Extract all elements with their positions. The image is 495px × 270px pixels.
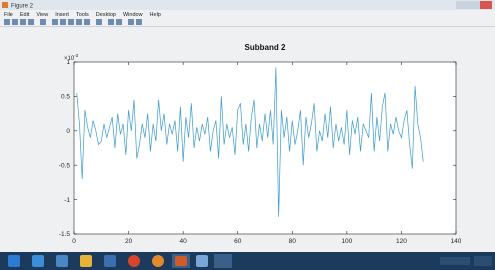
menu-item[interactable]: Desktop [96,12,116,18]
tool-button[interactable] [52,19,58,25]
taskbar-icon[interactable] [104,255,116,267]
taskbar-icon[interactable] [80,255,92,267]
tool-button[interactable] [108,19,114,25]
y-tick-label: 0 [66,128,70,135]
app-icon [2,2,8,8]
menu-bar: File Edit View Insert Tools Desktop Window Help [4,12,161,18]
chart-title: Subband 2 [245,43,286,52]
tool-button[interactable] [12,19,18,25]
tool-button[interactable] [4,19,10,25]
page: {"window": {"title": "Figure 2", "menu":… [0,0,495,270]
taskbar-icon-active[interactable] [214,254,232,268]
x-tick-label: 100 [341,238,352,245]
axes [74,62,456,234]
y-exponent-power: -3 [74,53,78,58]
x-tick-label: 40 [180,238,188,245]
menu-item[interactable]: File [4,12,13,18]
menu-item[interactable]: Help [150,12,161,18]
toolbar-separator [0,26,495,27]
x-tick-label: 0 [72,238,76,245]
screen: Figure 2 File Edit View Insert Tools Desktop W… [0,0,495,270]
clock [474,256,492,266]
menu-item[interactable]: Edit [20,12,30,18]
y-tick-label: -1 [64,197,70,204]
taskbar-icon[interactable] [128,255,140,267]
x-tick-label: 140 [451,238,462,245]
menu-item[interactable]: Window [123,12,143,18]
y-tick-label: -0.5 [59,162,71,169]
tool-button[interactable] [68,19,74,25]
tool-button[interactable] [136,19,142,25]
tool-button[interactable] [60,19,66,25]
tool-button[interactable] [20,19,26,25]
window-title: Figure 2 [11,4,34,10]
y-tick-label: 0.5 [61,94,70,101]
menu-item[interactable]: Insert [55,12,69,18]
x-tick-label: 120 [396,238,407,245]
x-tick-label: 80 [289,238,297,245]
tool-button[interactable] [84,19,90,25]
tool-button[interactable] [76,19,82,25]
x-tick-label: 20 [125,238,133,245]
tool-button[interactable] [116,19,122,25]
y-tick-label: 1 [66,59,70,66]
tool-button[interactable] [128,19,134,25]
tool-button[interactable] [96,19,102,25]
taskbar-icon[interactable] [32,255,44,267]
start-button[interactable] [8,255,20,267]
close-button[interactable] [480,1,492,9]
x-tick-label: 60 [234,238,242,245]
y-tick-label: -1.5 [59,231,71,238]
title-bar [0,0,495,10]
menu-item[interactable]: Tools [76,12,89,18]
tool-button[interactable] [40,19,46,25]
taskbar [0,252,495,270]
taskbar-icon[interactable] [56,255,68,267]
tool-button[interactable] [28,19,34,25]
system-tray [440,257,470,265]
menu-item[interactable]: View [36,12,48,18]
toolbar [4,19,142,25]
taskbar-icon[interactable] [175,256,187,266]
taskbar-icon[interactable] [196,255,208,267]
taskbar-icon[interactable] [152,255,164,267]
